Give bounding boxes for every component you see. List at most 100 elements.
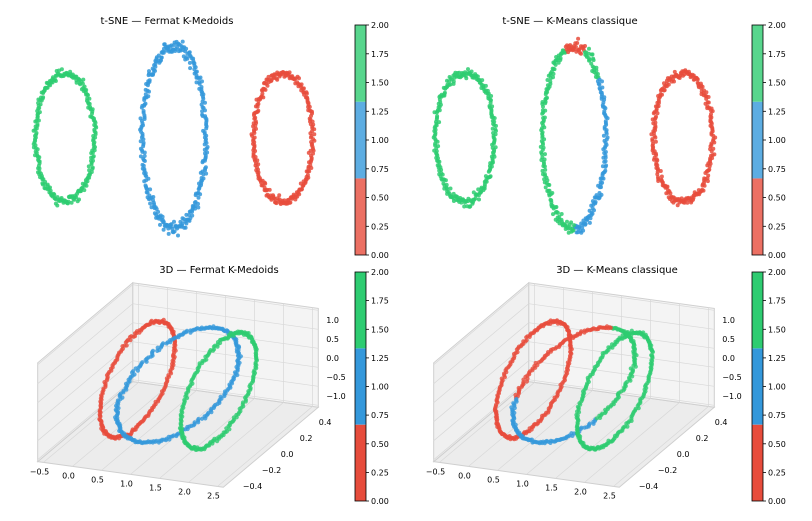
scatter-point <box>548 79 553 84</box>
scatter-point <box>551 75 555 80</box>
colorbar-tick-label: 0.25 <box>371 468 389 477</box>
z-tick-label: 0.0 <box>326 354 339 363</box>
colorbar-tick-label: 0.00 <box>371 251 389 260</box>
scatter-point <box>662 88 667 93</box>
scatter-point <box>87 101 92 106</box>
scatter-point <box>196 416 201 422</box>
colorbar-band <box>752 25 763 102</box>
scatter3d-fermat-points <box>97 317 259 452</box>
scatter-point <box>441 181 446 186</box>
z-tick-label: 0.5 <box>326 335 339 344</box>
scatter-point <box>138 154 143 159</box>
scatter-point <box>706 95 711 99</box>
scatter-point <box>447 79 451 84</box>
scatter-point <box>437 108 442 113</box>
scatter-point <box>488 161 493 166</box>
colorbar-tick-label: 0.75 <box>768 165 786 174</box>
scatter-point <box>81 77 86 82</box>
x-tick-label: 1.0 <box>120 479 133 488</box>
scatter-point <box>675 203 680 208</box>
scatter-point <box>138 116 143 121</box>
scatter-point <box>553 62 558 67</box>
grid-line <box>433 360 715 441</box>
title-tsne-kmeans: t-SNE — K-Means classique <box>502 16 637 27</box>
scatter-point <box>90 166 95 171</box>
scatter-point <box>53 79 58 83</box>
y-tick-label: 0.2 <box>300 434 313 443</box>
scatter-point <box>489 94 494 98</box>
grid-line <box>101 291 197 471</box>
x-tick-label: 1.0 <box>516 479 529 488</box>
scatter-point <box>590 199 595 204</box>
y-tick-label: 0.2 <box>696 434 709 443</box>
scatter-point <box>196 205 201 210</box>
scatter-point <box>483 174 488 179</box>
y-tick-label: −0.4 <box>243 482 262 491</box>
y-tick-label: 0.0 <box>677 450 690 459</box>
scatter-point <box>462 73 467 78</box>
scatter-point <box>87 168 92 173</box>
scatter-point <box>294 190 299 195</box>
colorbar-tick-label: 1.50 <box>768 79 786 88</box>
scatter-point <box>142 154 147 158</box>
scatter-point <box>143 183 148 188</box>
scatter-point <box>187 50 192 55</box>
scatter-point <box>200 160 205 165</box>
scatter-point <box>706 100 711 105</box>
scatter-point <box>203 100 207 105</box>
scatter-point <box>594 68 599 73</box>
scatter-point <box>543 108 548 113</box>
scatter-point <box>169 43 174 48</box>
scatter-point <box>192 420 197 425</box>
colorbar-tick-label: 0.50 <box>371 194 389 203</box>
scatter-point <box>244 394 249 399</box>
scatter-point <box>36 170 40 175</box>
scatter-point <box>696 188 701 193</box>
scatter-point <box>204 126 209 131</box>
scatter-point <box>86 93 90 98</box>
scatter-point <box>540 155 545 160</box>
scatter-point <box>666 82 671 87</box>
scatter-point <box>553 217 558 222</box>
scatter-point <box>161 227 166 232</box>
scatter-point <box>435 163 440 168</box>
grid-line <box>37 379 319 460</box>
scatter-point <box>307 160 311 165</box>
x-tick-label: 2.5 <box>603 491 616 500</box>
scatter-point <box>477 197 481 202</box>
scatter-point <box>135 368 140 373</box>
scatter-point <box>34 131 39 135</box>
scatter-point <box>475 74 480 79</box>
scatter-point <box>40 181 45 186</box>
scatter-point <box>672 79 676 84</box>
scatter-point <box>579 425 584 430</box>
scatter-point <box>154 215 159 220</box>
scatter-point <box>148 201 153 206</box>
scatter-point <box>275 77 280 82</box>
scatter-point <box>469 69 474 74</box>
scatter-point <box>653 139 658 144</box>
colorbar-tick-label: 1.00 <box>371 136 389 145</box>
scatter-point <box>86 164 91 169</box>
scatter-point <box>685 200 690 205</box>
y-tick-label: −0.2 <box>658 466 677 475</box>
scatter-point <box>254 126 258 131</box>
z-tick-label: −1.0 <box>326 392 345 401</box>
scatter-point <box>494 128 498 133</box>
tsne-fermat-points <box>31 39 317 238</box>
scatter-point <box>571 47 576 52</box>
scatter-point <box>542 115 547 120</box>
scatter-point <box>62 71 67 76</box>
scatter-point <box>287 70 292 75</box>
scatter-point <box>600 79 604 84</box>
scatter-point <box>166 231 171 236</box>
scatter-point <box>448 186 453 191</box>
scatter-point <box>565 219 569 224</box>
scatter-point <box>545 189 550 193</box>
colorbar-band <box>355 424 366 501</box>
colorbar-tick-label: 1.75 <box>371 50 389 59</box>
colorbar-tick-label: 0.75 <box>371 165 389 174</box>
scatter-point <box>563 227 568 231</box>
scatter-point <box>572 223 576 228</box>
scatter-point <box>492 116 497 121</box>
